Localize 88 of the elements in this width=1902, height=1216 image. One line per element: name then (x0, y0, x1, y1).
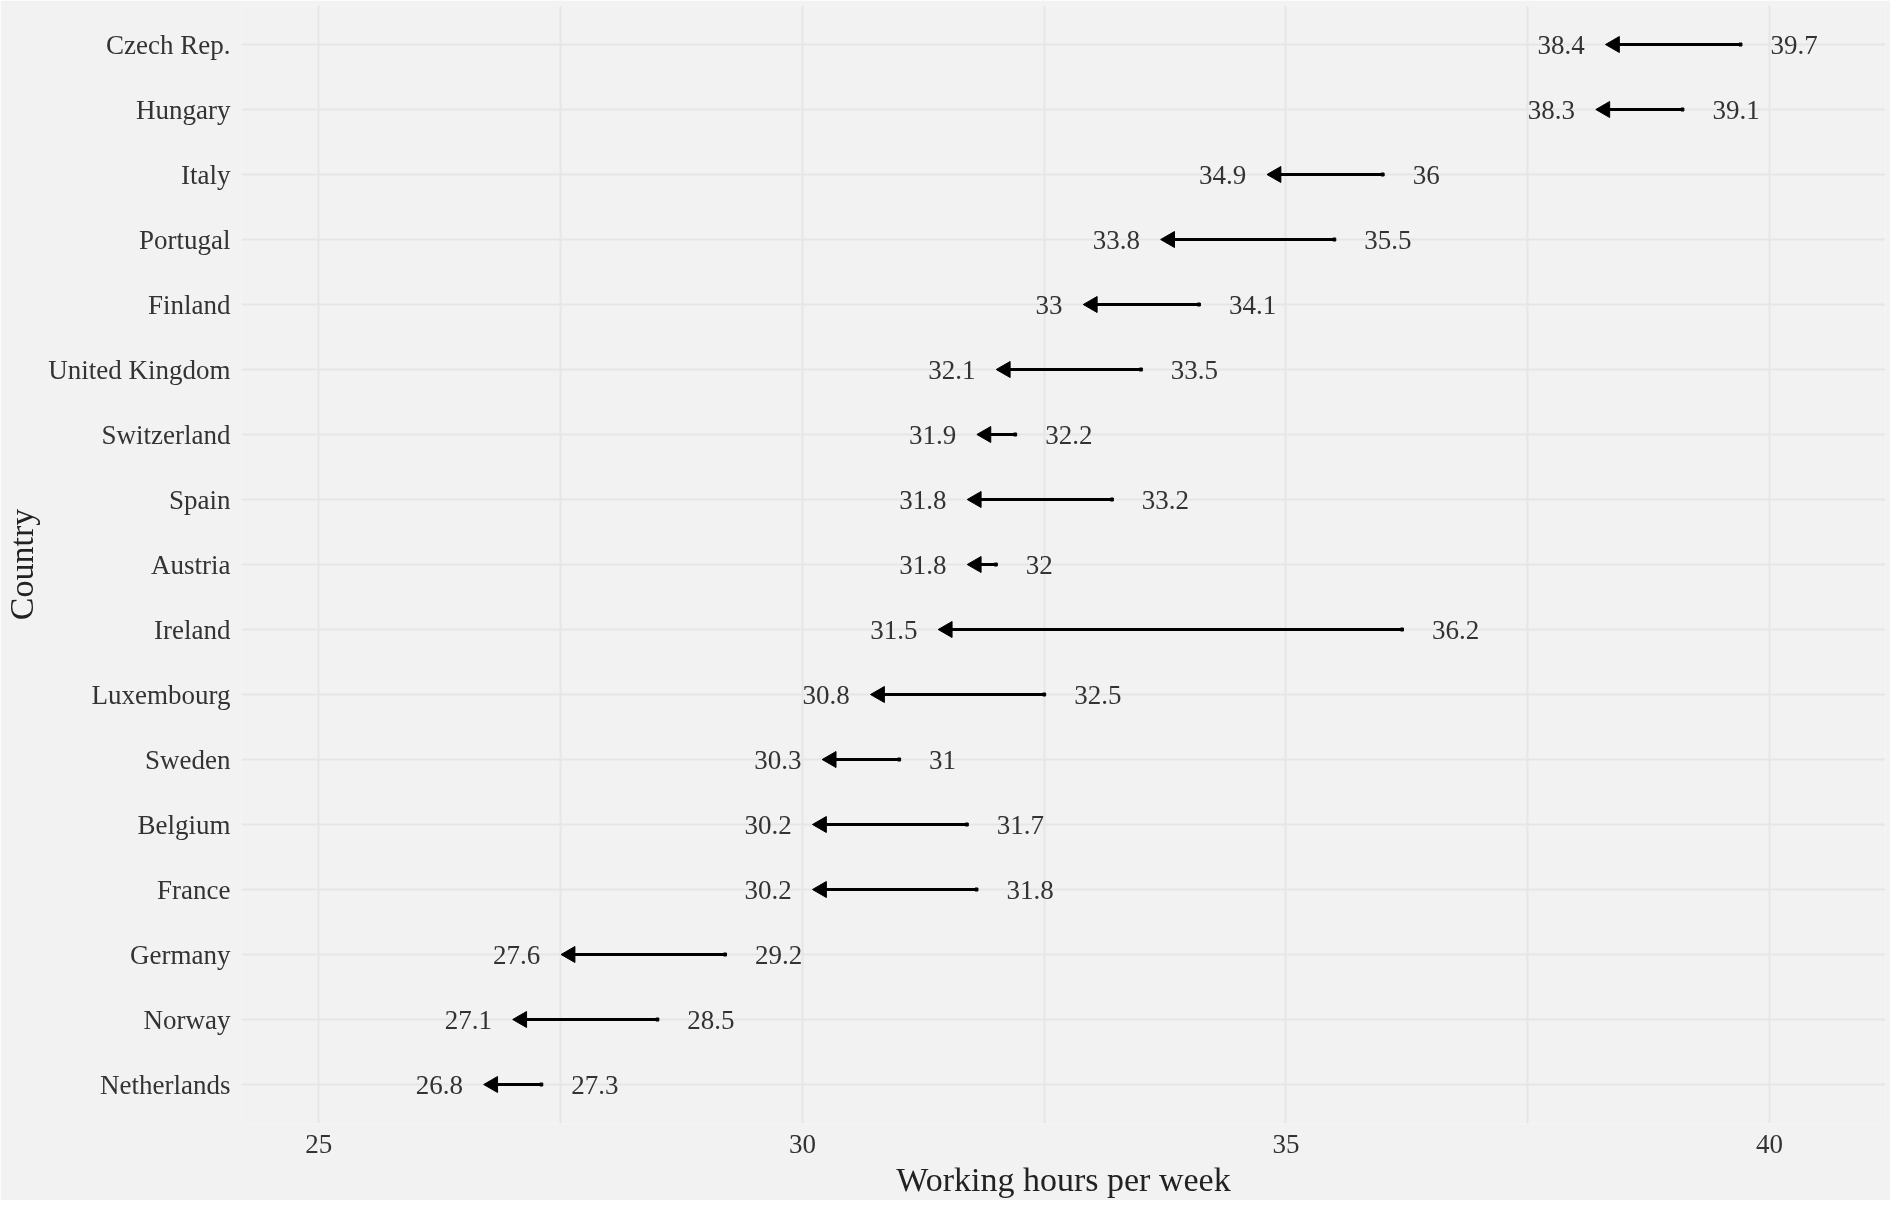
data-label: 32.5 (1074, 679, 1122, 710)
point (821, 751, 837, 768)
data-label: 38.3 (1527, 94, 1576, 125)
x-axis-title: Working hours per week (896, 1160, 1231, 1198)
data-label: 39.1 (1712, 94, 1760, 125)
y-tick-label: France (157, 874, 231, 905)
y-tick-label: Switzerland (101, 419, 231, 450)
point (1380, 172, 1385, 177)
data-label: 27.1 (444, 1004, 492, 1035)
y-tick-label: Germany (130, 939, 231, 970)
data-label: 34.1 (1228, 289, 1277, 320)
y-tick-label: Belgium (137, 809, 231, 840)
data-label: 27.3 (571, 1069, 619, 1100)
point (870, 686, 885, 703)
data-label: 31.7 (996, 809, 1045, 840)
data-label: 33.8 (1092, 224, 1140, 255)
point (1680, 107, 1685, 112)
data-label: 27.6 (493, 939, 541, 970)
data-label: 38.4 (1537, 29, 1586, 60)
point (1332, 237, 1337, 242)
point (483, 1076, 499, 1093)
point (976, 426, 992, 443)
data-label: 29.2 (755, 939, 803, 970)
data-label: 36.2 (1431, 614, 1480, 645)
data-label: 35.5 (1364, 224, 1412, 255)
y-tick-label: Luxembourg (91, 679, 231, 710)
data-label: 33 (1035, 289, 1063, 320)
data-label: 30.2 (744, 874, 792, 905)
point (1196, 302, 1201, 307)
data-label: 39.7 (1770, 29, 1818, 60)
y-tick-label: Sweden (145, 744, 231, 775)
y-tick-label: Netherlands (100, 1069, 231, 1100)
data-label: 32.2 (1045, 419, 1093, 450)
point (560, 946, 576, 963)
y-tick-label: Czech Rep. (106, 29, 231, 60)
point (966, 556, 982, 573)
point (1399, 627, 1404, 632)
data-label: 33.2 (1141, 484, 1190, 515)
y-tick-label: Austria (151, 549, 231, 580)
x-tick-label: 40 (1755, 1128, 1783, 1159)
point (1013, 432, 1018, 437)
data-label: 31.8 (1006, 874, 1054, 905)
y-tick-label: Italy (181, 159, 231, 190)
data-label: 34.9 (1199, 159, 1247, 190)
data-label: 33.5 (1170, 354, 1219, 385)
point (1160, 231, 1175, 248)
data-label: 31.9 (908, 419, 957, 450)
y-tick-label: Finland (148, 289, 231, 320)
point (1042, 692, 1047, 697)
point (655, 1017, 660, 1022)
point (1595, 101, 1611, 118)
point (1738, 42, 1743, 47)
point (995, 361, 1011, 378)
point (937, 621, 953, 638)
point (897, 757, 902, 762)
point (1109, 497, 1114, 502)
x-tick-label: 30 (788, 1128, 816, 1159)
x-tick-label: 35 (1272, 1128, 1300, 1159)
y-tick-label: Portugal (139, 224, 231, 255)
data-label: 32.1 (928, 354, 976, 385)
point (1138, 367, 1143, 372)
point (1266, 166, 1282, 183)
data-label: 26.8 (415, 1069, 463, 1100)
point (812, 881, 827, 898)
point (993, 562, 998, 567)
point (964, 822, 969, 827)
data-label: 31.8 (899, 484, 947, 515)
y-tick-label: Norway (143, 1004, 231, 1035)
data-label: 30.2 (744, 809, 792, 840)
data-label: 31 (929, 744, 957, 775)
point (974, 887, 979, 892)
y-axis-title: Country (3, 508, 41, 621)
y-tick-label: Ireland (154, 614, 231, 645)
y-tick-label: Hungary (136, 94, 231, 125)
data-label: 30.8 (802, 679, 850, 710)
data-label: 36 (1412, 159, 1440, 190)
point (812, 816, 827, 833)
data-label: 28.5 (687, 1004, 735, 1035)
y-tick-label: United Kingdom (48, 354, 231, 385)
point (966, 491, 982, 508)
y-tick-label: Spain (169, 484, 231, 515)
point (512, 1011, 528, 1028)
point (1082, 296, 1098, 313)
data-label: 30.3 (754, 744, 802, 775)
x-tick-label: 25 (305, 1128, 333, 1159)
data-label: 31.8 (899, 549, 947, 580)
data-label: 31.5 (870, 614, 918, 645)
data-label: 32 (1025, 549, 1053, 580)
